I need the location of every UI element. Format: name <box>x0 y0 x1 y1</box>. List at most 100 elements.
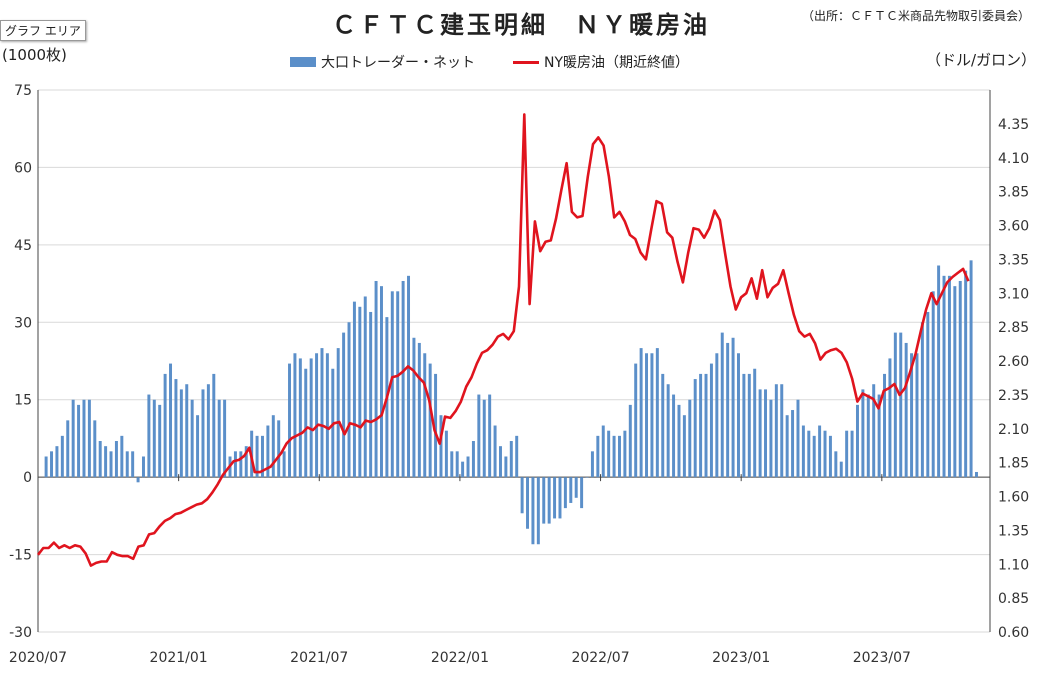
net-position-bar <box>260 435 264 478</box>
net-position-bar <box>509 441 513 478</box>
net-position-bar <box>731 337 735 478</box>
net-position-bar <box>655 348 659 478</box>
net-position-bar <box>926 311 930 478</box>
left-tick-label: 45 <box>14 238 32 254</box>
net-position-bar <box>304 368 308 478</box>
net-position-bar <box>109 451 113 478</box>
net-position-bar <box>807 430 811 478</box>
right-tick-label: 2.85 <box>998 320 1029 336</box>
net-position-bar <box>493 425 497 478</box>
net-position-bar <box>141 456 145 478</box>
left-tick-label: 0 <box>23 470 32 486</box>
net-position-bar <box>401 280 405 478</box>
net-position-bar <box>726 342 730 478</box>
net-position-bar <box>937 265 941 478</box>
net-position-bar <box>466 456 470 478</box>
net-position-bar <box>185 384 189 478</box>
net-position-bar <box>931 291 935 478</box>
net-position-bar <box>526 477 530 529</box>
left-axis-unit: (1000枚) <box>2 46 67 64</box>
net-position-bar <box>904 342 908 478</box>
net-position-bar <box>812 435 816 478</box>
legend-line-label: NY暖房油（期近終値） <box>544 55 690 71</box>
net-position-bar <box>255 435 259 478</box>
net-position-bar <box>471 441 475 478</box>
net-position-bar <box>764 389 768 478</box>
x-tick-label: 2021/01 <box>150 650 208 666</box>
net-position-bar <box>77 404 81 478</box>
net-position-bar <box>190 399 194 478</box>
net-position-bar <box>855 404 859 478</box>
net-position-bar <box>720 332 724 478</box>
x-tick-label: 2021/07 <box>290 650 348 666</box>
net-position-bar <box>872 384 876 478</box>
net-position-bar <box>158 404 162 478</box>
net-position-bar <box>617 435 621 478</box>
net-position-bar <box>407 275 411 478</box>
net-position-bar <box>715 353 719 478</box>
net-position-bar <box>650 353 654 478</box>
net-position-bar <box>888 358 892 478</box>
net-position-bar <box>450 451 454 478</box>
net-position-bar <box>536 477 540 545</box>
net-position-bar <box>964 270 968 478</box>
left-tick-label: 75 <box>14 83 32 99</box>
net-position-bar <box>206 384 210 478</box>
net-position-bar <box>266 425 270 478</box>
net-position-bar <box>434 373 438 478</box>
net-position-bar <box>920 322 924 478</box>
net-position-bar <box>233 451 237 478</box>
net-position-bar <box>785 415 789 478</box>
right-tick-label: 4.35 <box>998 117 1029 133</box>
x-tick-label: 2020/07 <box>9 650 67 666</box>
net-position-bar <box>553 477 557 519</box>
net-position-bar <box>212 373 216 478</box>
net-position-bar <box>71 399 75 478</box>
right-tick-label: 3.60 <box>998 219 1029 235</box>
net-position-bar <box>163 373 167 478</box>
net-position-bar <box>628 404 632 478</box>
net-position-bar <box>488 394 492 478</box>
right-tick-label: 1.60 <box>998 490 1029 506</box>
x-tick-label: 2022/07 <box>571 650 629 666</box>
net-position-bar <box>169 363 173 478</box>
net-position-bar <box>661 373 665 478</box>
net-position-bar <box>50 451 54 478</box>
net-position-bar <box>152 399 156 478</box>
x-tick-label: 2022/01 <box>431 650 489 666</box>
net-position-bar <box>801 425 805 478</box>
net-position-bar <box>910 353 914 478</box>
net-position-bar <box>839 461 843 478</box>
net-position-bar <box>298 358 302 478</box>
right-tick-label: 2.10 <box>998 422 1029 438</box>
left-tick-label: 30 <box>14 315 32 331</box>
net-position-bar <box>55 446 59 478</box>
net-position-bar <box>315 353 319 478</box>
net-position-bar <box>347 322 351 478</box>
net-position-bar <box>796 399 800 478</box>
net-position-bar <box>791 410 795 478</box>
net-position-bar <box>709 363 713 478</box>
left-tick-label: -30 <box>9 625 32 641</box>
net-position-bar <box>861 389 865 478</box>
net-position-bar <box>363 296 367 478</box>
net-position-bar <box>498 446 502 478</box>
net-position-bar <box>758 389 762 478</box>
net-position-bar <box>417 342 421 478</box>
net-position-bar <box>60 435 64 478</box>
legend-item-line: NY暖房油（期近終値） <box>513 52 689 72</box>
net-position-bar <box>412 337 416 478</box>
net-position-bar <box>699 373 703 478</box>
net-position-bar <box>374 280 378 478</box>
net-position-bar <box>196 415 200 478</box>
net-position-bar <box>125 451 129 478</box>
net-position-bar <box>780 384 784 478</box>
net-position-bar <box>547 477 551 524</box>
net-position-bar <box>428 363 432 478</box>
net-position-bar <box>369 311 373 478</box>
net-position-bar <box>845 430 849 478</box>
left-tick-label: 15 <box>14 393 32 409</box>
net-position-bar <box>542 477 546 524</box>
net-position-bar <box>645 353 649 478</box>
